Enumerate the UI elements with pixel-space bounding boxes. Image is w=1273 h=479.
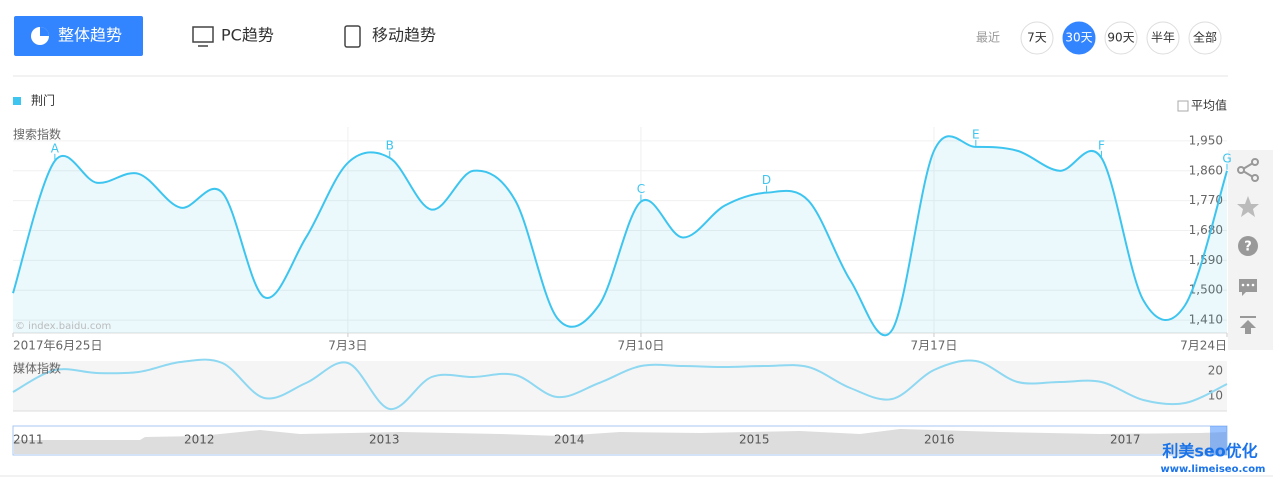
tab-label[interactable]: PC趋势 <box>221 26 274 45</box>
annotation: C <box>637 182 645 196</box>
y-tick-label: 1,950 <box>1189 133 1223 147</box>
watermark: © index.baidu.com <box>15 321 111 332</box>
range-label: 最近 <box>976 31 1000 45</box>
average-checkbox[interactable] <box>1177 100 1189 112</box>
timeline-year: 2014 <box>554 433 585 447</box>
y-tick-label: 1,680 <box>1189 223 1223 237</box>
annotation: D <box>762 173 771 187</box>
legend-label[interactable]: 荆门 <box>31 93 55 108</box>
y-axis-label: 搜索指数 <box>13 127 61 142</box>
help-icon[interactable]: ? <box>1238 236 1258 256</box>
x-tick-label: 7月17日 <box>911 339 958 353</box>
annotation: F <box>1098 138 1105 152</box>
timeline-year: 2015 <box>739 433 770 447</box>
range-button-label[interactable]: 90天 <box>1107 31 1134 45</box>
tab-icon <box>192 26 214 43</box>
range-button-label[interactable]: 7天 <box>1027 31 1047 45</box>
x-tick-label: 7月10日 <box>617 339 664 353</box>
y-tick-label: 1,410 <box>1189 313 1223 327</box>
brand-name: 利美seo优化 <box>1162 442 1257 461</box>
range-button-label[interactable]: 全部 <box>1193 30 1217 45</box>
line <box>12 135 1228 337</box>
average-label[interactable]: 平均值 <box>1191 98 1227 113</box>
star-icon[interactable] <box>1237 196 1259 217</box>
timeline-year: 2016 <box>924 433 955 447</box>
range-button[interactable] <box>1062 21 1096 55</box>
y-tick-label: 1,770 <box>1189 193 1223 207</box>
tab-icon <box>40 27 49 36</box>
timeline-handle[interactable] <box>1210 426 1227 455</box>
annotation: A <box>51 141 60 155</box>
y-tick-label: 1,590 <box>1189 253 1223 267</box>
range-button[interactable] <box>1104 21 1138 55</box>
timeline-year: 2017 <box>1110 433 1141 447</box>
annotation: B <box>386 138 394 152</box>
top-icon[interactable] <box>1240 316 1256 334</box>
brand-url: www.limeiseo.com <box>1161 464 1266 475</box>
timeline-overview <box>14 429 1226 454</box>
y-tick-label: 1,860 <box>1189 163 1223 177</box>
tab-icon <box>344 25 361 48</box>
annotation: E <box>972 127 980 141</box>
tab-label[interactable]: 移动趋势 <box>372 26 436 45</box>
share-icon[interactable] <box>1237 158 1259 182</box>
tab-active-bg[interactable] <box>14 16 143 56</box>
legend-swatch <box>13 97 21 105</box>
timeline-year: 2011 <box>13 433 44 447</box>
y-tick-label: 1,500 <box>1189 283 1223 297</box>
range-button[interactable] <box>1146 21 1180 55</box>
x-tick-label: 7月3日 <box>328 339 367 353</box>
line <box>12 358 1228 411</box>
comment-icon[interactable] <box>1239 279 1257 296</box>
y-tick-label: 20 <box>1208 364 1223 378</box>
annotation: G <box>1222 151 1231 165</box>
x-tick-label: 2017年6月25日 <box>13 339 102 353</box>
media-bg <box>13 361 1227 411</box>
y-axis-label: 媒体指数 <box>13 361 61 376</box>
range-button[interactable] <box>1188 21 1222 55</box>
range-button-label[interactable]: 30天 <box>1065 31 1092 45</box>
range-button-label[interactable]: 半年 <box>1151 31 1175 45</box>
x-tick-label: 7月24日 <box>1180 339 1227 353</box>
timeline-year: 2013 <box>369 433 400 447</box>
range-button[interactable] <box>1020 21 1054 55</box>
area <box>13 136 1227 336</box>
svg-text:?: ? <box>1244 240 1252 255</box>
timeline-year: 2012 <box>184 433 215 447</box>
tab-label[interactable]: 整体趋势 <box>58 26 122 45</box>
